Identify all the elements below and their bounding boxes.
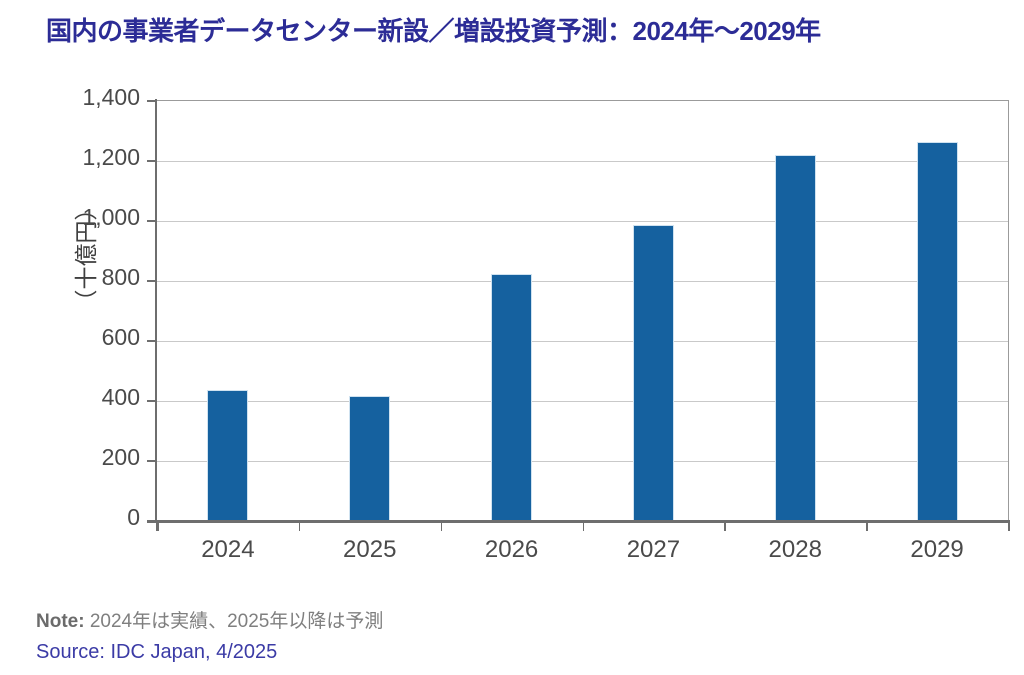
x-axis-tick	[156, 520, 158, 531]
x-axis-tick-label: 2029	[910, 536, 964, 563]
x-axis-tick-label: 2024	[201, 536, 255, 563]
x-axis-tick	[582, 520, 584, 531]
y-axis-tick	[147, 520, 157, 522]
y-axis-tick-label: 0	[127, 504, 140, 530]
gridline	[157, 341, 1008, 342]
note-text: 2024年は実績、2025年以降は予測	[84, 611, 384, 632]
bar	[349, 395, 391, 521]
x-axis-tick-label: 2028	[768, 536, 822, 563]
x-axis-tick-label: 2027	[626, 536, 681, 563]
x-axis-line	[147, 520, 1009, 523]
y-axis-tick	[147, 160, 157, 162]
chart-title: 国内の事業者データセンター新設／増設投資予測：2024年～2029年	[46, 16, 821, 46]
x-axis-tick	[1008, 520, 1010, 531]
x-axis-tick	[298, 520, 301, 531]
y-axis-title: （十億円）	[73, 197, 99, 313]
y-axis-tick-label: 1,000	[82, 204, 140, 230]
x-axis-tick	[440, 520, 443, 531]
y-axis-tick-label: 1,200	[82, 144, 140, 170]
bar	[632, 224, 674, 521]
y-axis-tick-label: 200	[101, 444, 140, 470]
bar	[491, 273, 533, 521]
bar	[207, 389, 249, 521]
y-axis-tick	[147, 340, 157, 342]
gridline	[157, 281, 1008, 282]
bar	[916, 141, 958, 521]
y-axis-tick	[147, 460, 157, 462]
y-axis-tick-label: 600	[101, 324, 140, 350]
y-axis-tick-label: 400	[101, 384, 140, 410]
y-axis-tick-label: 1,400	[82, 84, 140, 110]
gridline	[157, 161, 1008, 162]
gridline	[157, 221, 1008, 222]
x-axis-tick-label: 2026	[484, 536, 539, 563]
y-axis-tick	[147, 220, 157, 222]
x-axis-tick	[724, 520, 726, 531]
gridlines	[157, 101, 1008, 522]
y-axis-tick	[147, 280, 157, 282]
gridline	[157, 461, 1008, 462]
y-axis-tick-label: 800	[101, 264, 140, 290]
y-axis-line	[155, 99, 157, 522]
x-axis-tick-label: 2025	[343, 536, 397, 563]
note-line: Note: 2024年は実績、2025年以降は予測	[36, 606, 383, 633]
x-axis-tick	[157, 520, 159, 531]
gridline	[157, 401, 1008, 402]
x-axis-tick	[866, 520, 868, 531]
bar	[774, 155, 816, 521]
source-line: Source: IDC Japan, 4/2025	[36, 641, 278, 663]
note-label: Note:	[36, 611, 85, 632]
plot-area	[157, 100, 1009, 522]
y-axis-tick	[147, 100, 157, 102]
y-axis-tick	[147, 400, 157, 402]
